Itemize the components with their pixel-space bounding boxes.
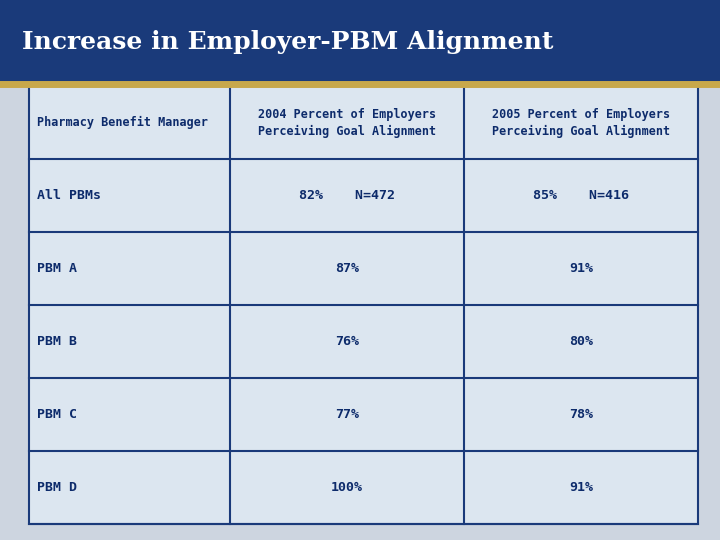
Text: PBM A: PBM A	[37, 262, 77, 275]
Text: 82%    N=472: 82% N=472	[299, 189, 395, 202]
Text: 91%: 91%	[570, 481, 593, 494]
Text: 87%: 87%	[335, 262, 359, 275]
Text: 78%: 78%	[570, 408, 593, 421]
Text: 76%: 76%	[335, 335, 359, 348]
Text: Increase in Employer-PBM Alignment: Increase in Employer-PBM Alignment	[22, 30, 553, 54]
Text: 100%: 100%	[331, 481, 363, 494]
Text: 2004 Percent of Employers
Perceiving Goal Alignment: 2004 Percent of Employers Perceiving Goa…	[258, 108, 436, 138]
Text: 91%: 91%	[570, 262, 593, 275]
Bar	[29, 86, 698, 524]
Text: 80%: 80%	[570, 335, 593, 348]
Text: 2005 Percent of Employers
Perceiving Goal Alignment: 2005 Percent of Employers Perceiving Goa…	[492, 108, 670, 138]
Text: PBM C: PBM C	[37, 408, 77, 421]
Text: PBM B: PBM B	[37, 335, 77, 348]
Bar	[0, 0, 720, 84]
Text: All PBMs: All PBMs	[37, 189, 101, 202]
Text: PBM D: PBM D	[37, 481, 77, 494]
Text: Pharmacy Benefit Manager: Pharmacy Benefit Manager	[37, 116, 208, 130]
Text: 85%    N=416: 85% N=416	[534, 189, 629, 202]
Text: 77%: 77%	[335, 408, 359, 421]
